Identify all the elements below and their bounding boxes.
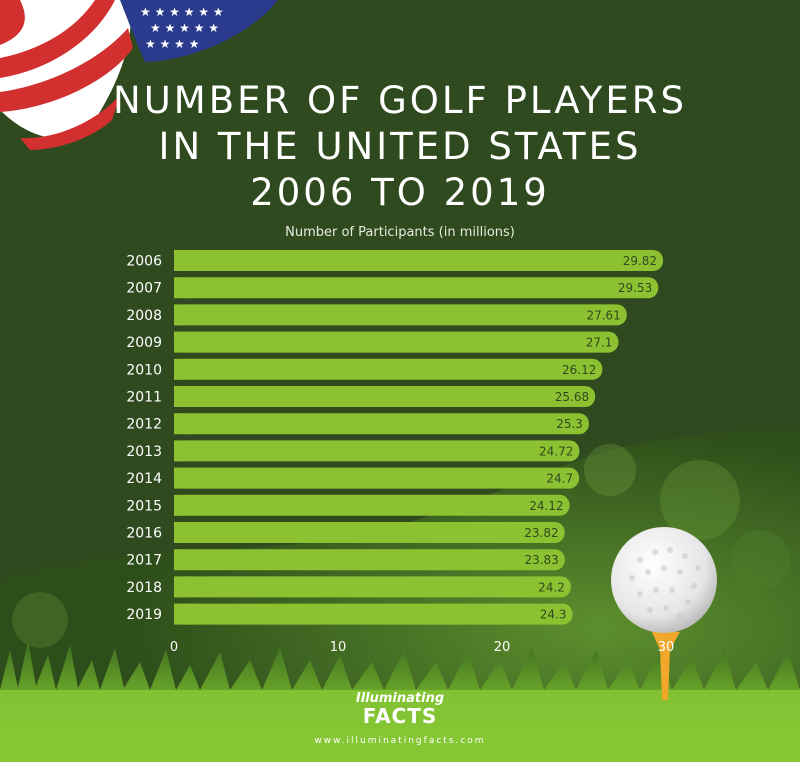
- bar: [174, 603, 573, 625]
- bar: [174, 304, 627, 326]
- chart-title: NUMBER OF GOLF PLAYERS IN THE UNITED STA…: [0, 78, 800, 216]
- bar: [174, 413, 589, 435]
- us-flag-icon: ★ ★ ★ ★ ★ ★ ★ ★ ★ ★ ★ ★ ★ ★ ★: [0, 0, 278, 150]
- year-label: 2019: [126, 607, 162, 623]
- value-label: 24.7: [546, 472, 573, 486]
- bar: [174, 386, 596, 407]
- chart-subtitle: Number of Participants (in millions): [285, 225, 515, 240]
- bar: [174, 494, 570, 516]
- year-label: 2009: [126, 335, 162, 351]
- value-label: 25.3: [556, 417, 583, 431]
- bar-left-edge: [174, 576, 186, 598]
- year-label: 2014: [126, 471, 162, 487]
- brand-logo: Illuminating FACTS: [300, 691, 500, 728]
- x-tick-label: 20: [494, 640, 511, 655]
- value-label: 29.82: [623, 254, 657, 268]
- svg-text:★ ★ ★ ★ ★ ★: ★ ★ ★ ★ ★ ★: [140, 5, 224, 19]
- brand-line2: FACTS: [362, 704, 438, 728]
- year-label: 2006: [126, 254, 162, 270]
- bar: [174, 440, 580, 462]
- year-label: 2013: [126, 444, 162, 460]
- bar-left-edge: [174, 358, 186, 380]
- value-label: 27.61: [586, 308, 620, 322]
- title-line: NUMBER OF GOLF PLAYERS: [113, 79, 687, 122]
- svg-text:★ ★ ★ ★ ★: ★ ★ ★ ★ ★: [150, 21, 219, 35]
- bar-left-edge: [174, 549, 186, 571]
- bar: [174, 467, 580, 489]
- value-label: 24.72: [539, 444, 573, 458]
- brand-line1: Illuminating: [355, 691, 445, 706]
- year-label: 2017: [126, 553, 162, 569]
- year-label: 2012: [126, 417, 162, 433]
- value-label: 23.82: [524, 526, 558, 540]
- year-label: 2018: [126, 580, 162, 596]
- golf-ball-icon: [611, 527, 717, 633]
- value-label: 27.1: [586, 336, 613, 350]
- bar-left-edge: [174, 603, 186, 625]
- year-label: 2007: [126, 281, 162, 297]
- bar-left-edge: [174, 467, 186, 489]
- value-label: 24.12: [529, 499, 563, 513]
- title-line: IN THE UNITED STATES: [158, 125, 642, 168]
- brand-url: www.illuminatingfacts.com: [314, 736, 486, 746]
- bar-left-edge: [174, 331, 186, 353]
- year-label: 2010: [126, 362, 162, 378]
- title-line: 2006 TO 2019: [250, 171, 550, 214]
- bar: [174, 549, 565, 571]
- x-tick-label: 10: [330, 640, 347, 655]
- bar: [174, 277, 659, 299]
- bar-left-edge: [174, 440, 186, 462]
- bar-left-edge: [174, 522, 186, 543]
- year-label: 2011: [126, 390, 162, 406]
- svg-text:★ ★ ★ ★: ★ ★ ★ ★: [145, 37, 199, 51]
- value-label: 24.2: [538, 580, 565, 594]
- bar-left-edge: [174, 413, 186, 435]
- value-label: 25.68: [555, 390, 589, 404]
- year-label: 2008: [126, 308, 162, 324]
- x-tick-label: 30: [658, 640, 675, 655]
- bar: [174, 331, 619, 353]
- golf-tee-icon: [652, 632, 680, 700]
- bar-left-edge: [174, 494, 186, 516]
- bar: [174, 250, 664, 271]
- bar-left-edge: [174, 386, 186, 407]
- value-label: 26.12: [562, 363, 596, 377]
- bar: [174, 522, 565, 543]
- value-label: 29.53: [618, 281, 652, 295]
- value-label: 24.3: [540, 608, 567, 622]
- value-label: 23.83: [524, 553, 558, 567]
- year-label: 2016: [126, 526, 162, 542]
- x-tick-label: 0: [170, 640, 178, 655]
- bar-left-edge: [174, 250, 186, 271]
- bar-left-edge: [174, 277, 186, 299]
- bar-left-edge: [174, 304, 186, 326]
- year-label: 2015: [126, 498, 162, 514]
- bar: [174, 358, 603, 380]
- bar: [174, 576, 571, 598]
